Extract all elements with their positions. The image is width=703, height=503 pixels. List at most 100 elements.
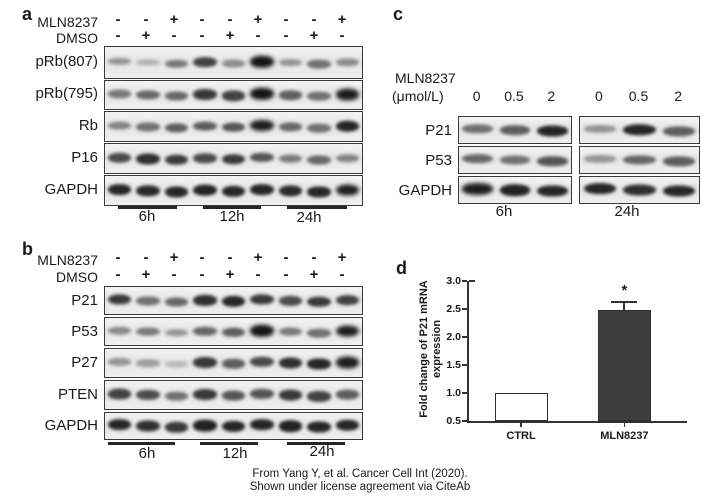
protein-band (307, 91, 331, 101)
protein-band (136, 296, 160, 305)
protein-band (136, 389, 160, 401)
lane-value: + (225, 266, 235, 283)
lane-value: + (253, 249, 263, 266)
dose-values-6h: 0 0.5 2 (458, 88, 570, 104)
protein-band (307, 358, 331, 370)
protein-band (583, 124, 617, 133)
dose-values-24h: 0 0.5 2 (579, 88, 698, 104)
protein-band (336, 419, 360, 432)
protein-band (336, 120, 360, 132)
blot-gapdh-6h (458, 176, 572, 204)
blot-row-label-p21-c: P21 (425, 122, 452, 139)
protein-band (221, 295, 246, 307)
protein-band (136, 184, 160, 197)
protein-band (307, 123, 331, 133)
protein-band (107, 121, 131, 130)
lane-value: + (309, 27, 319, 44)
protein-band (499, 155, 531, 165)
protein-band (107, 388, 131, 400)
protein-band (164, 391, 189, 401)
blot-gapdh-a (104, 175, 363, 206)
time-label-12h: 12h (219, 208, 245, 225)
lane-value: + (253, 11, 263, 28)
y-axis-top-cap (469, 280, 475, 282)
figure-caption: From Yang Y, et al. Cancer Cell Int (202… (140, 468, 580, 493)
protein-band (307, 296, 331, 308)
protein-band (193, 121, 217, 131)
protein-band (164, 91, 189, 101)
blot-row-label-prb795: pRb(795) (35, 85, 98, 102)
lane-value: - (199, 27, 205, 44)
protein-band (499, 184, 531, 196)
protein-band (107, 293, 131, 305)
x-axis-line (467, 421, 687, 423)
protein-band (278, 121, 303, 132)
lane-value: 2 (547, 88, 556, 104)
protein-band (250, 119, 274, 132)
panel-b-label: b (22, 239, 33, 259)
y-tick-label: 3.0 (446, 275, 461, 287)
protein-band (193, 389, 217, 400)
treatment-signs-mln8237-b: - - + - - + - - + (104, 249, 356, 266)
y-tick-label: 0.5 (446, 415, 461, 427)
error-bar-whisker (623, 300, 626, 311)
protein-band (136, 420, 160, 432)
protein-band (662, 126, 696, 136)
blot-row-label-pten: PTEN (57, 386, 98, 403)
y-axis-label-line2: expression (431, 319, 443, 379)
protein-band (136, 90, 160, 100)
protein-band (336, 153, 360, 163)
protein-band (193, 152, 217, 163)
y-axis-label-line1: Fold change of P21 mRNA (418, 280, 430, 418)
protein-band (164, 297, 189, 307)
time-label-6h-b: 6h (138, 445, 156, 462)
lane-value: + (337, 249, 347, 266)
protein-band (662, 185, 696, 197)
protein-band (221, 59, 246, 68)
time-label-24h: 24h (296, 209, 322, 226)
lane-value: 0.5 (504, 88, 524, 104)
blot-p16 (104, 143, 363, 174)
protein-band (221, 390, 246, 401)
blot-row-label-p53-c: P53 (425, 152, 452, 169)
protein-band (136, 327, 160, 336)
lane-value: + (169, 11, 179, 28)
protein-band (307, 155, 331, 165)
protein-band (250, 87, 274, 100)
panel-a-label: a (22, 4, 33, 24)
protein-band (307, 390, 331, 402)
bar-ctrl (494, 393, 548, 421)
lane-value: - (227, 249, 233, 266)
blot-rb (104, 111, 363, 142)
protein-band (164, 360, 189, 368)
treatment-signs-dmso: - + - - + - - + - (104, 27, 356, 44)
bar-mln8237 (597, 310, 651, 421)
protein-band (662, 156, 696, 166)
lane-value: - (227, 11, 233, 28)
lane-value: - (115, 249, 121, 266)
y-tick-label: 2.0 (446, 331, 461, 343)
lane-value: 0.5 (628, 88, 649, 104)
blot-row-label-p16: P16 (71, 149, 98, 166)
protein-band (336, 57, 360, 66)
lane-value: + (141, 266, 151, 283)
protein-band (278, 58, 303, 67)
protein-band (193, 419, 217, 432)
treatment-label-dmso: DMSO (56, 30, 98, 46)
lane-value: - (283, 266, 289, 283)
y-axis-label: Fold change of P21 mRNA expression (418, 274, 448, 424)
protein-band (623, 184, 656, 196)
protein-band (278, 90, 303, 100)
protein-band (336, 325, 360, 337)
protein-band (221, 358, 246, 369)
lane-value: 2 (674, 88, 683, 104)
blot-row-label-gapdh-b: GAPDH (44, 417, 98, 434)
protein-band (583, 183, 617, 195)
time-underline (108, 442, 175, 445)
protein-band (164, 186, 189, 198)
lane-value: + (337, 11, 347, 28)
lane-value: - (283, 27, 289, 44)
